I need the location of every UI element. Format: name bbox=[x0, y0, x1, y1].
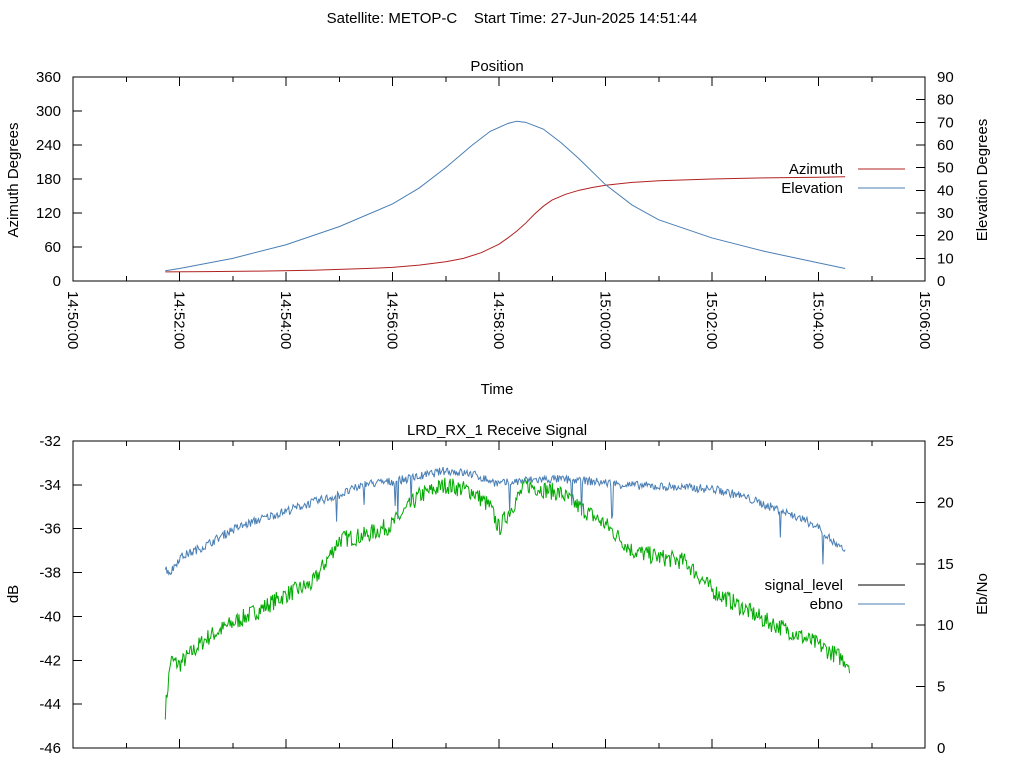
position-y-tick-label: 0 bbox=[53, 273, 61, 290]
signal-y2-tick-label: 25 bbox=[937, 433, 954, 450]
position-series-elevation-line bbox=[165, 120, 846, 272]
signal-y2-tick-label: 15 bbox=[937, 556, 954, 573]
signal-y-axis-label: dB bbox=[5, 585, 22, 603]
signal-y2-tick-label: 0 bbox=[937, 740, 945, 757]
position-y-tick-label: 180 bbox=[36, 171, 61, 188]
position-x-tick-label: 14:58:00 bbox=[490, 291, 507, 349]
signal-y-tick-label: -44 bbox=[39, 696, 61, 713]
position-x-tick-label: 14:54:00 bbox=[277, 291, 294, 349]
signal-plot: LRD_RX_1 Receive Signal dB Eb/No -32 -34 -… bbox=[5, 422, 991, 757]
position-y-tick-label: 300 bbox=[36, 103, 61, 120]
signal-y-tick-label: -40 bbox=[39, 608, 61, 625]
position-y-tick-label: 240 bbox=[36, 137, 61, 154]
position-y2-tick-label: 30 bbox=[937, 205, 954, 222]
signal-plot-frame bbox=[72, 440, 926, 749]
signal-y-tick-label: -42 bbox=[39, 652, 61, 669]
position-y2-axis-label: Elevation Degrees bbox=[974, 119, 991, 242]
position-y-tick-label: 120 bbox=[36, 205, 61, 222]
signal-y-tick-label: -36 bbox=[39, 521, 61, 538]
signal-y2-tick-label: 5 bbox=[937, 679, 945, 696]
page-title: Satellite: METOP-C Start Time: 27-Jun-20… bbox=[327, 10, 698, 27]
signal-y2-axis-label: Eb/No bbox=[974, 573, 991, 615]
signal-y-tick-label: -38 bbox=[39, 565, 61, 582]
position-legend: Azimuth Elevation bbox=[781, 161, 905, 197]
signal-y2-tick-label: 10 bbox=[937, 617, 954, 634]
signal-series-signal_level-line bbox=[164, 477, 851, 720]
position-y-axis-label: Azimuth Degrees bbox=[5, 122, 22, 237]
position-x-tick-label: 15:06:00 bbox=[916, 291, 933, 349]
signal-y2-tick-label: 20 bbox=[937, 494, 954, 511]
position-y2-tick-label: 20 bbox=[937, 228, 954, 245]
position-y2-tick-label: 70 bbox=[937, 114, 954, 131]
signal-title: LRD_RX_1 Receive Signal bbox=[407, 422, 587, 439]
position-y2-tick-label: 10 bbox=[937, 250, 954, 267]
position-x-axis-label: Time bbox=[481, 381, 514, 398]
signal-series-ebno-line bbox=[164, 466, 846, 576]
position-plot: Position Azimuth Degrees Elevation Degre… bbox=[5, 58, 991, 398]
signal-y-tick-label: -34 bbox=[39, 477, 61, 494]
position-x-tick-label: 15:04:00 bbox=[810, 291, 827, 349]
signal-legend-label: signal_level bbox=[765, 577, 843, 594]
signal-y-tick-label: -32 bbox=[39, 433, 61, 450]
position-x-tick-label: 15:00:00 bbox=[597, 291, 614, 349]
position-y2-tick-label: 80 bbox=[937, 92, 954, 109]
position-y2-tick-label: 50 bbox=[937, 160, 954, 177]
position-x-tick-label: 14:52:00 bbox=[171, 291, 188, 349]
signal-y-tick-label: -46 bbox=[39, 740, 61, 757]
signal-legend-label: ebno bbox=[810, 596, 843, 613]
position-legend-label: Azimuth bbox=[789, 161, 843, 178]
position-plot-frame bbox=[72, 76, 926, 282]
position-x-tick-label: 14:56:00 bbox=[384, 291, 401, 349]
position-title: Position bbox=[470, 58, 523, 75]
position-y-tick-label: 360 bbox=[36, 69, 61, 86]
position-y-tick-label: 60 bbox=[44, 239, 61, 256]
position-y2-tick-label: 60 bbox=[937, 137, 954, 154]
position-y2-tick-label: 40 bbox=[937, 182, 954, 199]
position-x-tick-label: 14:50:00 bbox=[64, 291, 81, 349]
position-x-tick-label: 15:02:00 bbox=[703, 291, 720, 349]
position-y2-tick-label: 90 bbox=[937, 69, 954, 86]
position-legend-label: Elevation bbox=[781, 180, 843, 197]
position-series-azimuth-line bbox=[165, 176, 846, 273]
position-y2-tick-label: 0 bbox=[937, 273, 945, 290]
